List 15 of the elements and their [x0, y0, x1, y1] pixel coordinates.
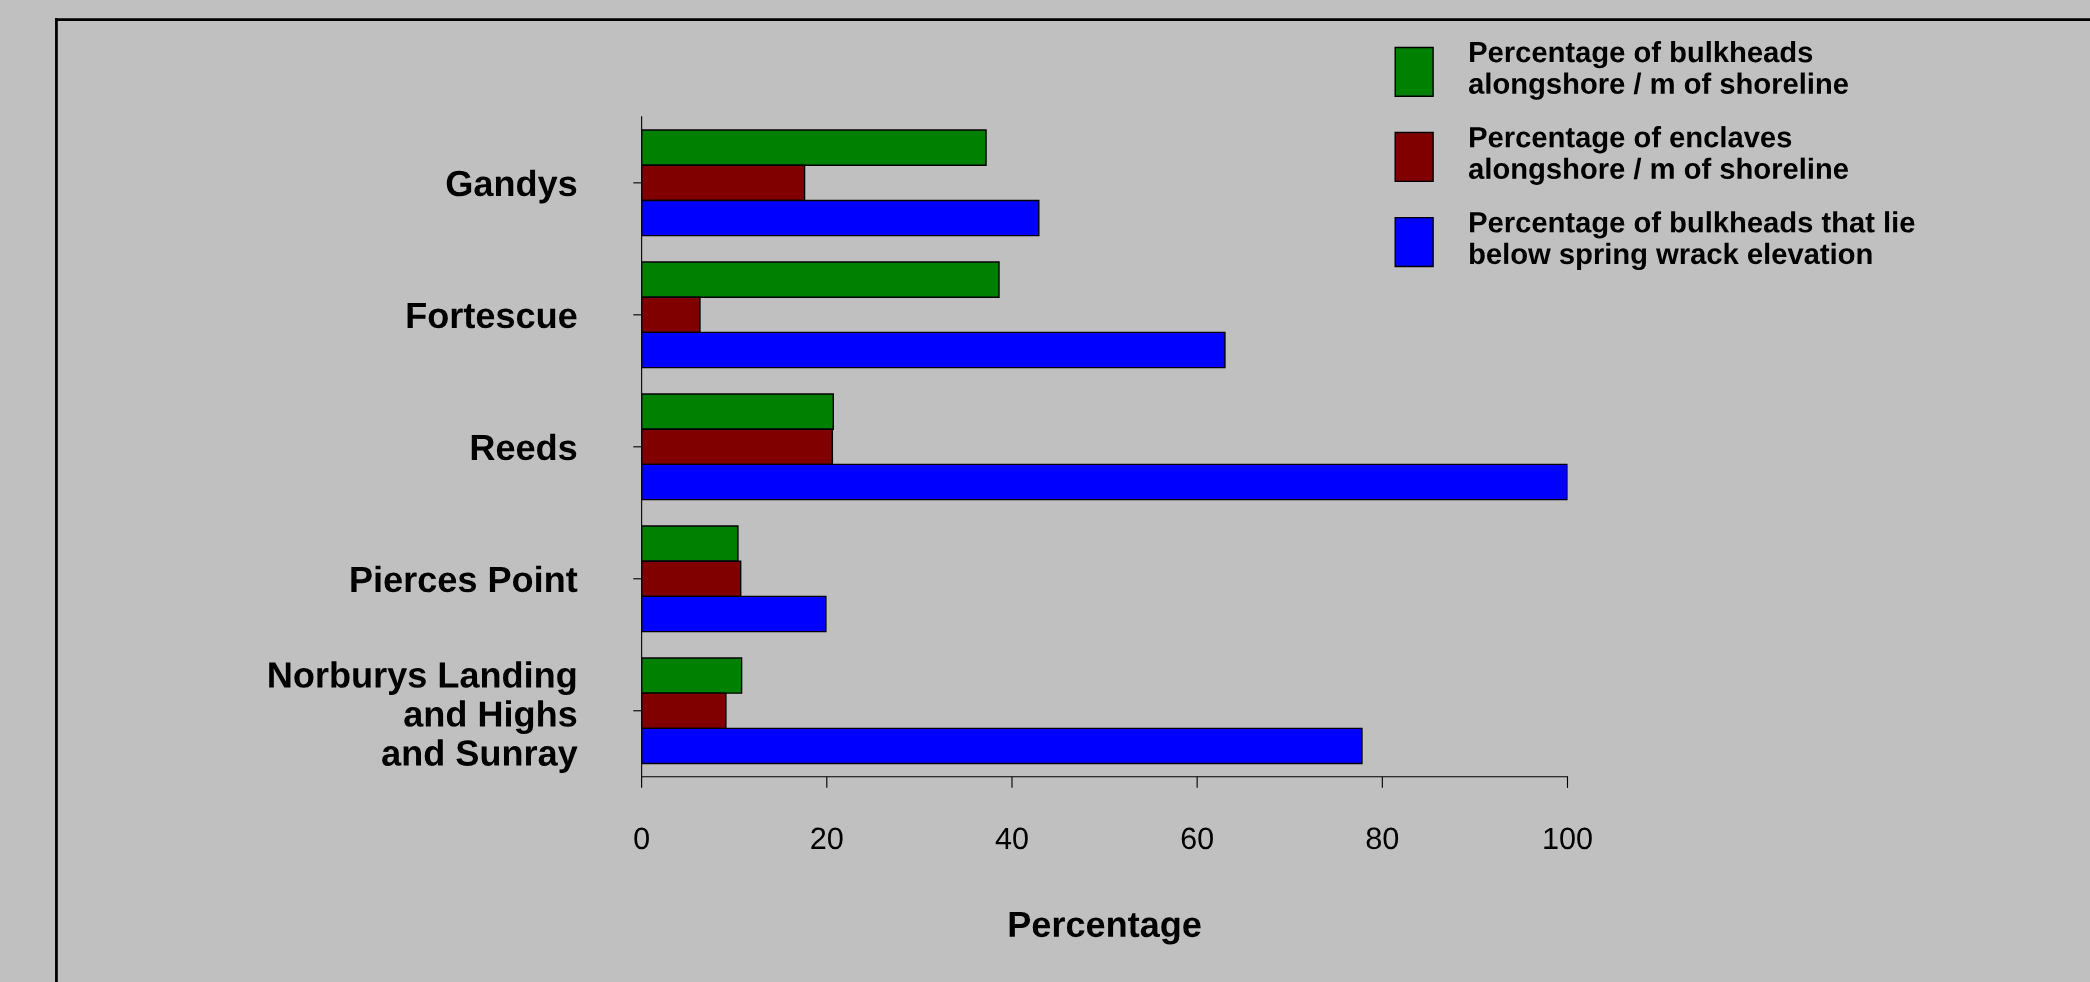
legend-label: Percentage of bulkheads that lie below spring wrack elevation	[1470, 211, 1915, 271]
x-tick-label: 20	[811, 827, 843, 850]
legend-label: Percentage of enclaves alongshore / m of shoreline	[1468, 126, 1848, 185]
x-tick-label: 40	[995, 827, 1028, 850]
x-tick-label: 0	[634, 827, 649, 850]
y-tick-label: Fortescue	[407, 303, 577, 329]
x-tick-label: 60	[1181, 827, 1213, 850]
y-tick-label: Reeds	[471, 433, 577, 461]
x-tick-label: 80	[1366, 827, 1399, 850]
legend-label: Percentage of bulkheads alongshore / m of shoreline	[1468, 40, 1848, 100]
x-tick-label: 100	[1544, 827, 1592, 850]
y-tick-label: Pierces Point	[351, 565, 578, 593]
y-tick-label: Gandys	[446, 169, 577, 204]
x-axis-title: Percentage	[1009, 911, 1201, 945]
y-tick-label: Norburys Landing and Highs and Sunray	[269, 661, 578, 774]
